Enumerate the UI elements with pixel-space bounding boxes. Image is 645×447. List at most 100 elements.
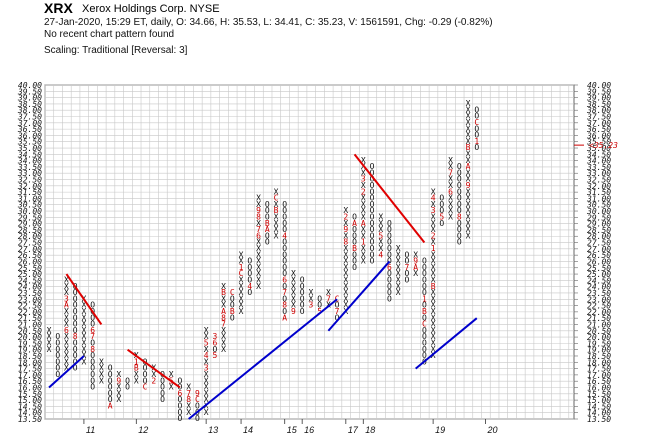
x-mark: X — [274, 212, 279, 221]
x-axis-label: 14 — [243, 425, 253, 435]
month-marker: B — [431, 282, 436, 291]
o-mark: O — [474, 131, 479, 140]
x-mark: X — [99, 376, 104, 385]
x-mark: X — [256, 282, 261, 291]
x-mark: X — [82, 357, 87, 366]
x-mark: X — [466, 149, 471, 158]
x-mark: X — [82, 313, 87, 322]
o-mark: O — [405, 257, 410, 266]
o-mark: O — [265, 200, 270, 209]
y-tick-label-right: 40.00 — [587, 81, 611, 90]
x-mark: X — [116, 370, 121, 379]
month-marker: 5 — [439, 212, 444, 221]
o-mark: O — [387, 225, 392, 234]
month-marker: 6 — [282, 276, 287, 285]
month-marker: 1 — [134, 357, 139, 366]
y-tick-label-right: 24.50 — [587, 276, 611, 285]
month-marker: C — [195, 395, 200, 404]
x-mark: X — [204, 326, 209, 335]
x-mark: X — [239, 301, 244, 310]
x-mark: X — [221, 301, 226, 310]
x-mark: X — [343, 276, 348, 285]
y-tick-label-left: 35.50 — [17, 138, 42, 147]
month-marker: C — [274, 194, 279, 203]
y-tick-label-right: 36.00 — [586, 131, 611, 140]
month-marker: A — [265, 225, 270, 234]
x-axis-label: 12 — [138, 425, 148, 435]
month-marker: 9 — [466, 181, 471, 190]
o-mark: O — [422, 345, 427, 354]
o-mark: O — [370, 181, 375, 190]
o-mark: O — [160, 376, 165, 385]
o-mark: O — [265, 231, 270, 240]
y-tick-label-left: 23.50 — [18, 289, 42, 298]
x-mark: X — [448, 162, 453, 171]
o-mark: O — [370, 194, 375, 203]
y-tick-label-left: 22.50 — [18, 302, 42, 311]
month-marker: 7 — [221, 320, 226, 329]
x-mark: X — [466, 156, 471, 165]
x-mark: X — [361, 257, 366, 266]
y-tick-label-left: 36.00 — [17, 131, 42, 140]
x-mark: X — [256, 257, 261, 266]
o-mark: O — [143, 364, 148, 373]
x-mark: X — [431, 351, 436, 360]
o-mark: O — [352, 263, 357, 272]
month-marker: 7 — [282, 288, 287, 297]
o-mark: O — [422, 276, 427, 285]
y-tick-label-left: 30.50 — [17, 201, 42, 210]
o-mark: O — [422, 301, 427, 310]
x-mark: X — [431, 200, 436, 209]
month-marker: 4 — [431, 194, 436, 203]
y-tick-label-right: 15.00 — [587, 396, 611, 405]
x-mark: X — [448, 181, 453, 190]
o-mark: O — [370, 238, 375, 247]
x-mark: X — [343, 244, 348, 253]
o-mark: O — [300, 294, 305, 303]
o-mark: O — [73, 294, 78, 303]
y-tick-label-right: 33.50 — [586, 163, 611, 172]
y-tick-label-left: 32.50 — [17, 176, 42, 185]
x-mark: X — [431, 326, 436, 335]
o-mark: O — [335, 313, 340, 322]
o-mark: O — [282, 294, 287, 303]
o-mark: O — [73, 288, 78, 297]
o-mark: O — [457, 187, 462, 196]
o-mark: O — [55, 370, 60, 379]
o-mark: O — [300, 288, 305, 297]
o-mark: O — [422, 332, 427, 341]
x-mark: X — [466, 118, 471, 127]
month-marker: 6 — [256, 231, 261, 240]
x-mark: X — [343, 269, 348, 278]
x-mark: X — [448, 212, 453, 221]
x-mark: X — [308, 288, 313, 297]
o-mark: O — [352, 225, 357, 234]
o-mark: O — [300, 307, 305, 316]
month-marker: 8 — [282, 301, 287, 310]
o-mark: O — [422, 351, 427, 360]
o-mark: O — [335, 301, 340, 310]
x-axis-label: 16 — [304, 425, 314, 435]
month-marker: 5 — [204, 339, 209, 348]
y-tick-label-left: 24.50 — [18, 276, 42, 285]
x-mark: X — [378, 225, 383, 234]
y-tick-label-right: 36.50 — [586, 125, 611, 134]
o-mark: O — [73, 357, 78, 366]
month-marker: 2 — [431, 231, 436, 240]
o-mark: O — [108, 389, 113, 398]
y-tick-label-left: 33.00 — [17, 169, 42, 178]
support-trendline — [48, 355, 85, 389]
o-mark: O — [282, 219, 287, 228]
o-mark: O — [178, 395, 183, 404]
month-marker: 7 — [326, 294, 331, 303]
last-price-label: <35.23 — [589, 141, 618, 150]
y-tick-label-left: 34.00 — [17, 157, 42, 166]
x-mark: X — [82, 345, 87, 354]
o-mark: O — [422, 269, 427, 278]
o-mark: O — [457, 200, 462, 209]
plot-area — [44, 84, 575, 420]
o-mark: O — [195, 414, 200, 423]
y-tick-label-left: 24.00 — [18, 283, 42, 292]
y-tick-label-left: 16.00 — [18, 383, 42, 392]
month-marker: 9 — [195, 389, 200, 398]
